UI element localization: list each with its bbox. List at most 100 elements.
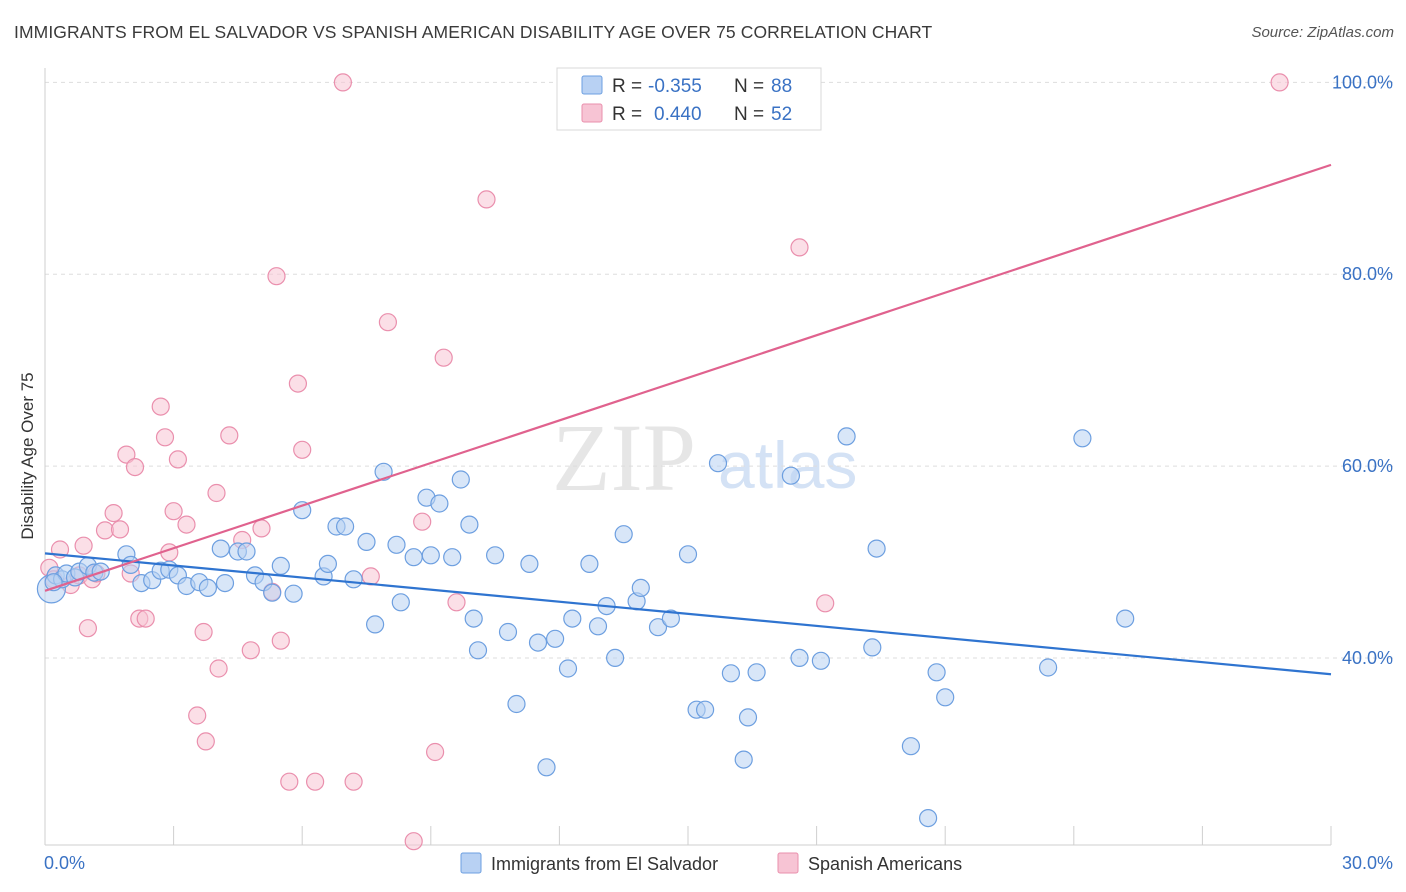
data-point-el-salvador <box>734 750 753 769</box>
data-point-el-salvador <box>648 618 668 637</box>
data-point-spanish-americans <box>207 483 226 503</box>
y-tick-label: 100.0% <box>1332 72 1393 92</box>
data-point-el-salvador <box>528 633 548 652</box>
data-point-el-salvador <box>1116 609 1135 628</box>
data-point-el-salvador <box>867 539 886 558</box>
x-tick-label-min: 0.0% <box>44 853 85 873</box>
data-point-spanish-americans <box>267 267 286 286</box>
data-point-el-salvador <box>781 466 801 485</box>
legend-swatch-pink <box>581 103 603 123</box>
bottom-legend-swatch-pink <box>777 852 799 874</box>
y-tick-label: 60.0% <box>1342 456 1393 476</box>
series-legend: Immigrants from El Salvador Spanish Amer… <box>460 852 962 874</box>
data-point-el-salvador <box>837 427 856 446</box>
data-point-spanish-americans <box>168 450 187 469</box>
trend-line-el-salvador <box>44 552 1332 676</box>
data-point-el-salvador <box>661 609 681 628</box>
data-point-el-salvador <box>520 554 539 574</box>
data-point-el-salvador <box>421 546 440 565</box>
data-point-spanish-americans <box>241 641 260 660</box>
data-point-el-salvador <box>486 546 505 565</box>
data-point-spanish-americans <box>177 515 196 534</box>
y-tick-label: 40.0% <box>1342 648 1393 668</box>
data-point-spanish-americans <box>293 440 312 459</box>
data-point-spanish-americans <box>136 609 155 628</box>
data-point-el-salvador <box>366 615 385 634</box>
data-point-el-salvador <box>451 470 470 489</box>
data-point-el-salvador <box>863 638 882 657</box>
data-point-spanish-americans <box>344 772 363 791</box>
data-point-spanish-americans <box>78 619 98 638</box>
data-point-el-salvador <box>318 554 337 574</box>
data-point-spanish-americans <box>125 458 145 477</box>
data-point-el-salvador <box>263 583 282 602</box>
data-point-el-salvador <box>374 462 393 481</box>
data-point-el-salvador <box>498 622 518 642</box>
data-point-el-salvador <box>344 570 363 589</box>
legend-r-value-pink: 0.440 <box>654 104 702 125</box>
data-point-spanish-americans <box>306 772 325 791</box>
legend-n-value-pink: 52 <box>771 104 792 125</box>
data-point-el-salvador <box>1038 658 1058 677</box>
data-point-spanish-americans <box>790 238 809 257</box>
data-point-spanish-americans <box>434 348 453 367</box>
data-point-el-salvador <box>284 584 303 603</box>
data-point-spanish-americans <box>333 73 352 92</box>
legend-n-label-blue: N = <box>734 76 764 97</box>
data-point-spanish-americans <box>1270 73 1289 92</box>
y-tick-label: 80.0% <box>1342 264 1393 284</box>
data-point-spanish-americans <box>110 520 130 539</box>
legend-n-label-pink: N = <box>734 104 764 125</box>
legend-n-value-blue: 88 <box>771 76 792 97</box>
data-point-el-salvador <box>708 454 728 473</box>
data-point-el-salvador <box>918 808 938 828</box>
data-point-el-salvador <box>738 708 758 727</box>
data-point-spanish-americans <box>426 742 445 762</box>
data-point-el-salvador <box>464 609 483 628</box>
data-point-spanish-americans <box>188 706 207 725</box>
data-point-spanish-americans <box>95 521 115 540</box>
bottom-legend-label-pink: Spanish Americans <box>808 854 962 874</box>
bottom-legend-label-blue: Immigrants from El Salvador <box>491 854 718 874</box>
trend-lines <box>44 163 1332 676</box>
data-point-el-salvador <box>927 663 946 682</box>
data-point-spanish-americans <box>155 428 175 447</box>
data-point-spanish-americans <box>209 659 228 678</box>
data-point-spanish-americans <box>220 426 239 445</box>
data-point-el-salvador <box>811 651 831 670</box>
legend-swatch-blue <box>581 75 603 95</box>
data-point-el-salvador <box>558 659 578 678</box>
data-point-el-salvador <box>237 542 256 561</box>
data-point-el-salvador <box>747 663 766 682</box>
watermark-zip: ZIP <box>552 404 696 511</box>
data-point-el-salvador <box>215 573 235 593</box>
data-point-el-salvador <box>588 617 608 636</box>
data-point-el-salvador <box>580 554 599 574</box>
data-point-el-salvador <box>537 758 556 777</box>
data-point-spanish-americans <box>477 190 496 209</box>
data-point-el-salvador <box>605 648 625 668</box>
data-point-spanish-americans <box>280 772 299 791</box>
data-point-el-salvador <box>507 694 526 714</box>
data-point-el-salvador <box>468 641 488 660</box>
data-point-el-salvador <box>443 548 462 567</box>
series-spanish-americans <box>40 73 1289 851</box>
data-point-spanish-americans <box>196 732 215 751</box>
y-axis-title: Disability Age Over 75 <box>18 372 37 539</box>
data-point-el-salvador <box>631 578 650 598</box>
data-point-el-salvador <box>936 688 955 707</box>
data-point-el-salvador <box>430 494 449 513</box>
data-point-el-salvador <box>357 532 376 552</box>
legend-r-label-pink: R = <box>612 104 642 125</box>
data-point-el-salvador <box>404 548 423 567</box>
data-point-el-salvador <box>387 535 406 554</box>
data-point-el-salvador <box>391 593 410 612</box>
data-point-el-salvador <box>198 578 217 598</box>
trend-line-spanish-americans <box>44 163 1332 592</box>
data-point-spanish-americans <box>288 374 307 393</box>
data-point-spanish-americans <box>151 397 170 416</box>
data-point-spanish-americans <box>252 519 271 538</box>
data-point-el-salvador <box>460 515 479 534</box>
data-point-spanish-americans <box>104 503 123 523</box>
